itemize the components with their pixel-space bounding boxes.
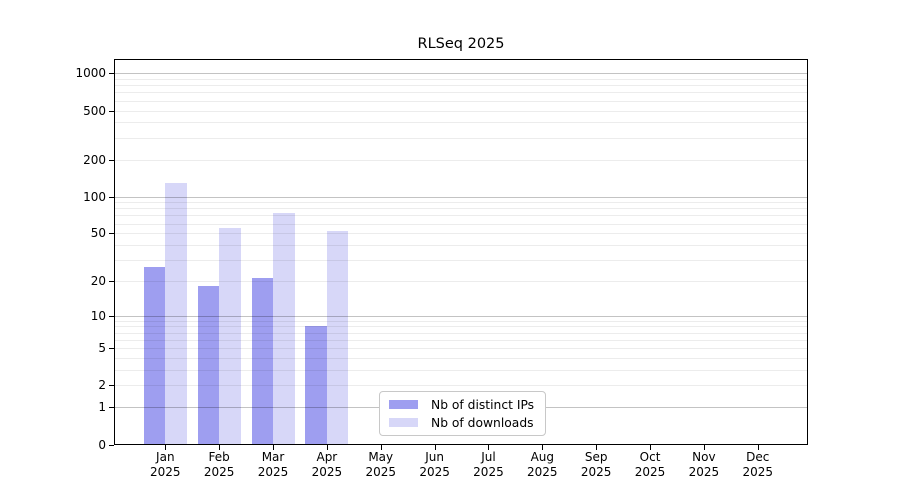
grid-layer [115,60,807,444]
bars-layer [115,60,807,444]
x-tick-label-aug: Aug 2025 [527,450,558,479]
x-tick-mark-sep [596,445,598,450]
legend-item-distinct-ips: Nb of distinct IPs [389,398,536,412]
x-tick-mark-dec [757,445,759,450]
legend-swatch-distinct-ips [389,400,418,409]
x-tick-mark-may [380,445,382,450]
gridline-minor-6 [115,339,807,341]
y-tick-mark-1000 [109,73,114,74]
x-tick-mark-apr [326,445,328,450]
gridline-minor-60 [115,223,807,225]
y-tick-mark-10 [109,316,114,317]
bar-mar-downloads [273,212,295,444]
bar-apr-distinct-ips [305,325,327,444]
x-tick-label-mar: Mar 2025 [257,450,289,479]
y-tick-mark-100 [109,197,114,198]
y-tick-label-500: 500 [83,103,106,118]
gridline-minor-4 [115,358,807,360]
gridline-minor-600 [115,100,807,102]
gridline-major-1000 [115,73,807,75]
gridline-major-100 [115,196,807,198]
legend-swatch-downloads [389,418,418,427]
y-tick-mark-50 [109,233,114,234]
gridline-minor-200 [115,159,807,161]
x-tick-label-may: May 2025 [365,450,396,479]
gridline-minor-800 [115,85,807,87]
bar-jan-distinct-ips [143,266,166,444]
chart-title: RLSeq 2025 [417,36,505,52]
bar-feb-downloads [219,227,241,444]
x-tick-label-dec: Dec 2025 [742,450,774,479]
gridline-minor-300 [115,137,807,139]
x-tick-mark-aug [542,445,544,450]
y-tick-mark-200 [109,160,114,161]
gridline-minor-9 [115,320,807,322]
legend: Nb of distinct IPs Nb of downloads [379,391,546,436]
gridline-minor-70 [115,215,807,217]
bar-apr-downloads [326,230,349,444]
plot-area [114,59,808,445]
x-tick-mark-oct [650,445,652,450]
y-tick-label-10: 10 [90,308,106,323]
legend-label-downloads: Nb of downloads [431,415,534,430]
y-tick-mark-1 [109,407,114,408]
y-tick-label-100: 100 [83,189,106,204]
gridline-minor-500 [115,110,807,112]
x-tick-mark-jul [488,445,490,450]
gridline-minor-80 [115,208,807,210]
x-tick-mark-feb [219,445,221,450]
x-tick-label-feb: Feb 2025 [203,450,235,479]
gridline-minor-7 [115,332,807,334]
y-tick-label-5: 5 [98,341,106,356]
y-tick-label-2: 2 [98,378,106,393]
gridline-minor-30 [115,260,807,262]
bar-jan-downloads [165,182,187,444]
gridline-minor-40 [115,244,807,246]
gridline-minor-900 [115,79,807,80]
gridline-minor-400 [115,122,807,124]
y-tick-label-200: 200 [83,152,106,167]
legend-item-downloads: Nb of downloads [389,416,536,430]
gridline-minor-8 [115,326,807,328]
x-tick-label-sep: Sep 2025 [580,450,612,479]
bar-feb-distinct-ips [197,285,220,444]
gridline-minor-3 [115,370,807,372]
x-tick-label-jul: Jul 2025 [473,450,504,479]
y-tick-label-20: 20 [90,273,106,288]
y-tick-mark-20 [109,281,114,282]
gridline-minor-700 [115,92,807,94]
y-tick-mark-0 [109,445,114,446]
gridline-minor-20 [115,280,807,282]
x-tick-mark-jan [165,445,167,450]
x-tick-mark-jun [434,445,436,450]
y-tick-mark-500 [109,111,114,112]
gridline-minor-50 [115,233,807,235]
y-tick-label-50: 50 [90,226,106,241]
gridline-minor-2 [115,385,807,387]
x-tick-mark-mar [273,445,275,450]
y-tick-mark-5 [109,348,114,349]
x-tick-label-nov: Nov 2025 [688,450,720,479]
x-tick-label-jan: Jan 2025 [150,450,181,479]
gridline-minor-5 [115,348,807,350]
x-tick-label-jun: Jun 2025 [419,450,450,479]
x-tick-label-apr: Apr 2025 [311,450,343,479]
y-tick-label-1: 1 [98,400,106,415]
y-tick-label-0: 0 [98,437,106,452]
gridline-minor-90 [115,202,807,204]
y-tick-mark-2 [109,385,114,386]
legend-label-distinct-ips: Nb of distinct IPs [431,397,535,412]
x-tick-mark-nov [703,445,705,450]
bar-mar-distinct-ips [251,277,274,444]
y-tick-label-1000: 1000 [75,66,106,81]
x-tick-label-oct: Oct 2025 [634,450,666,479]
gridline-major-10 [115,315,807,317]
